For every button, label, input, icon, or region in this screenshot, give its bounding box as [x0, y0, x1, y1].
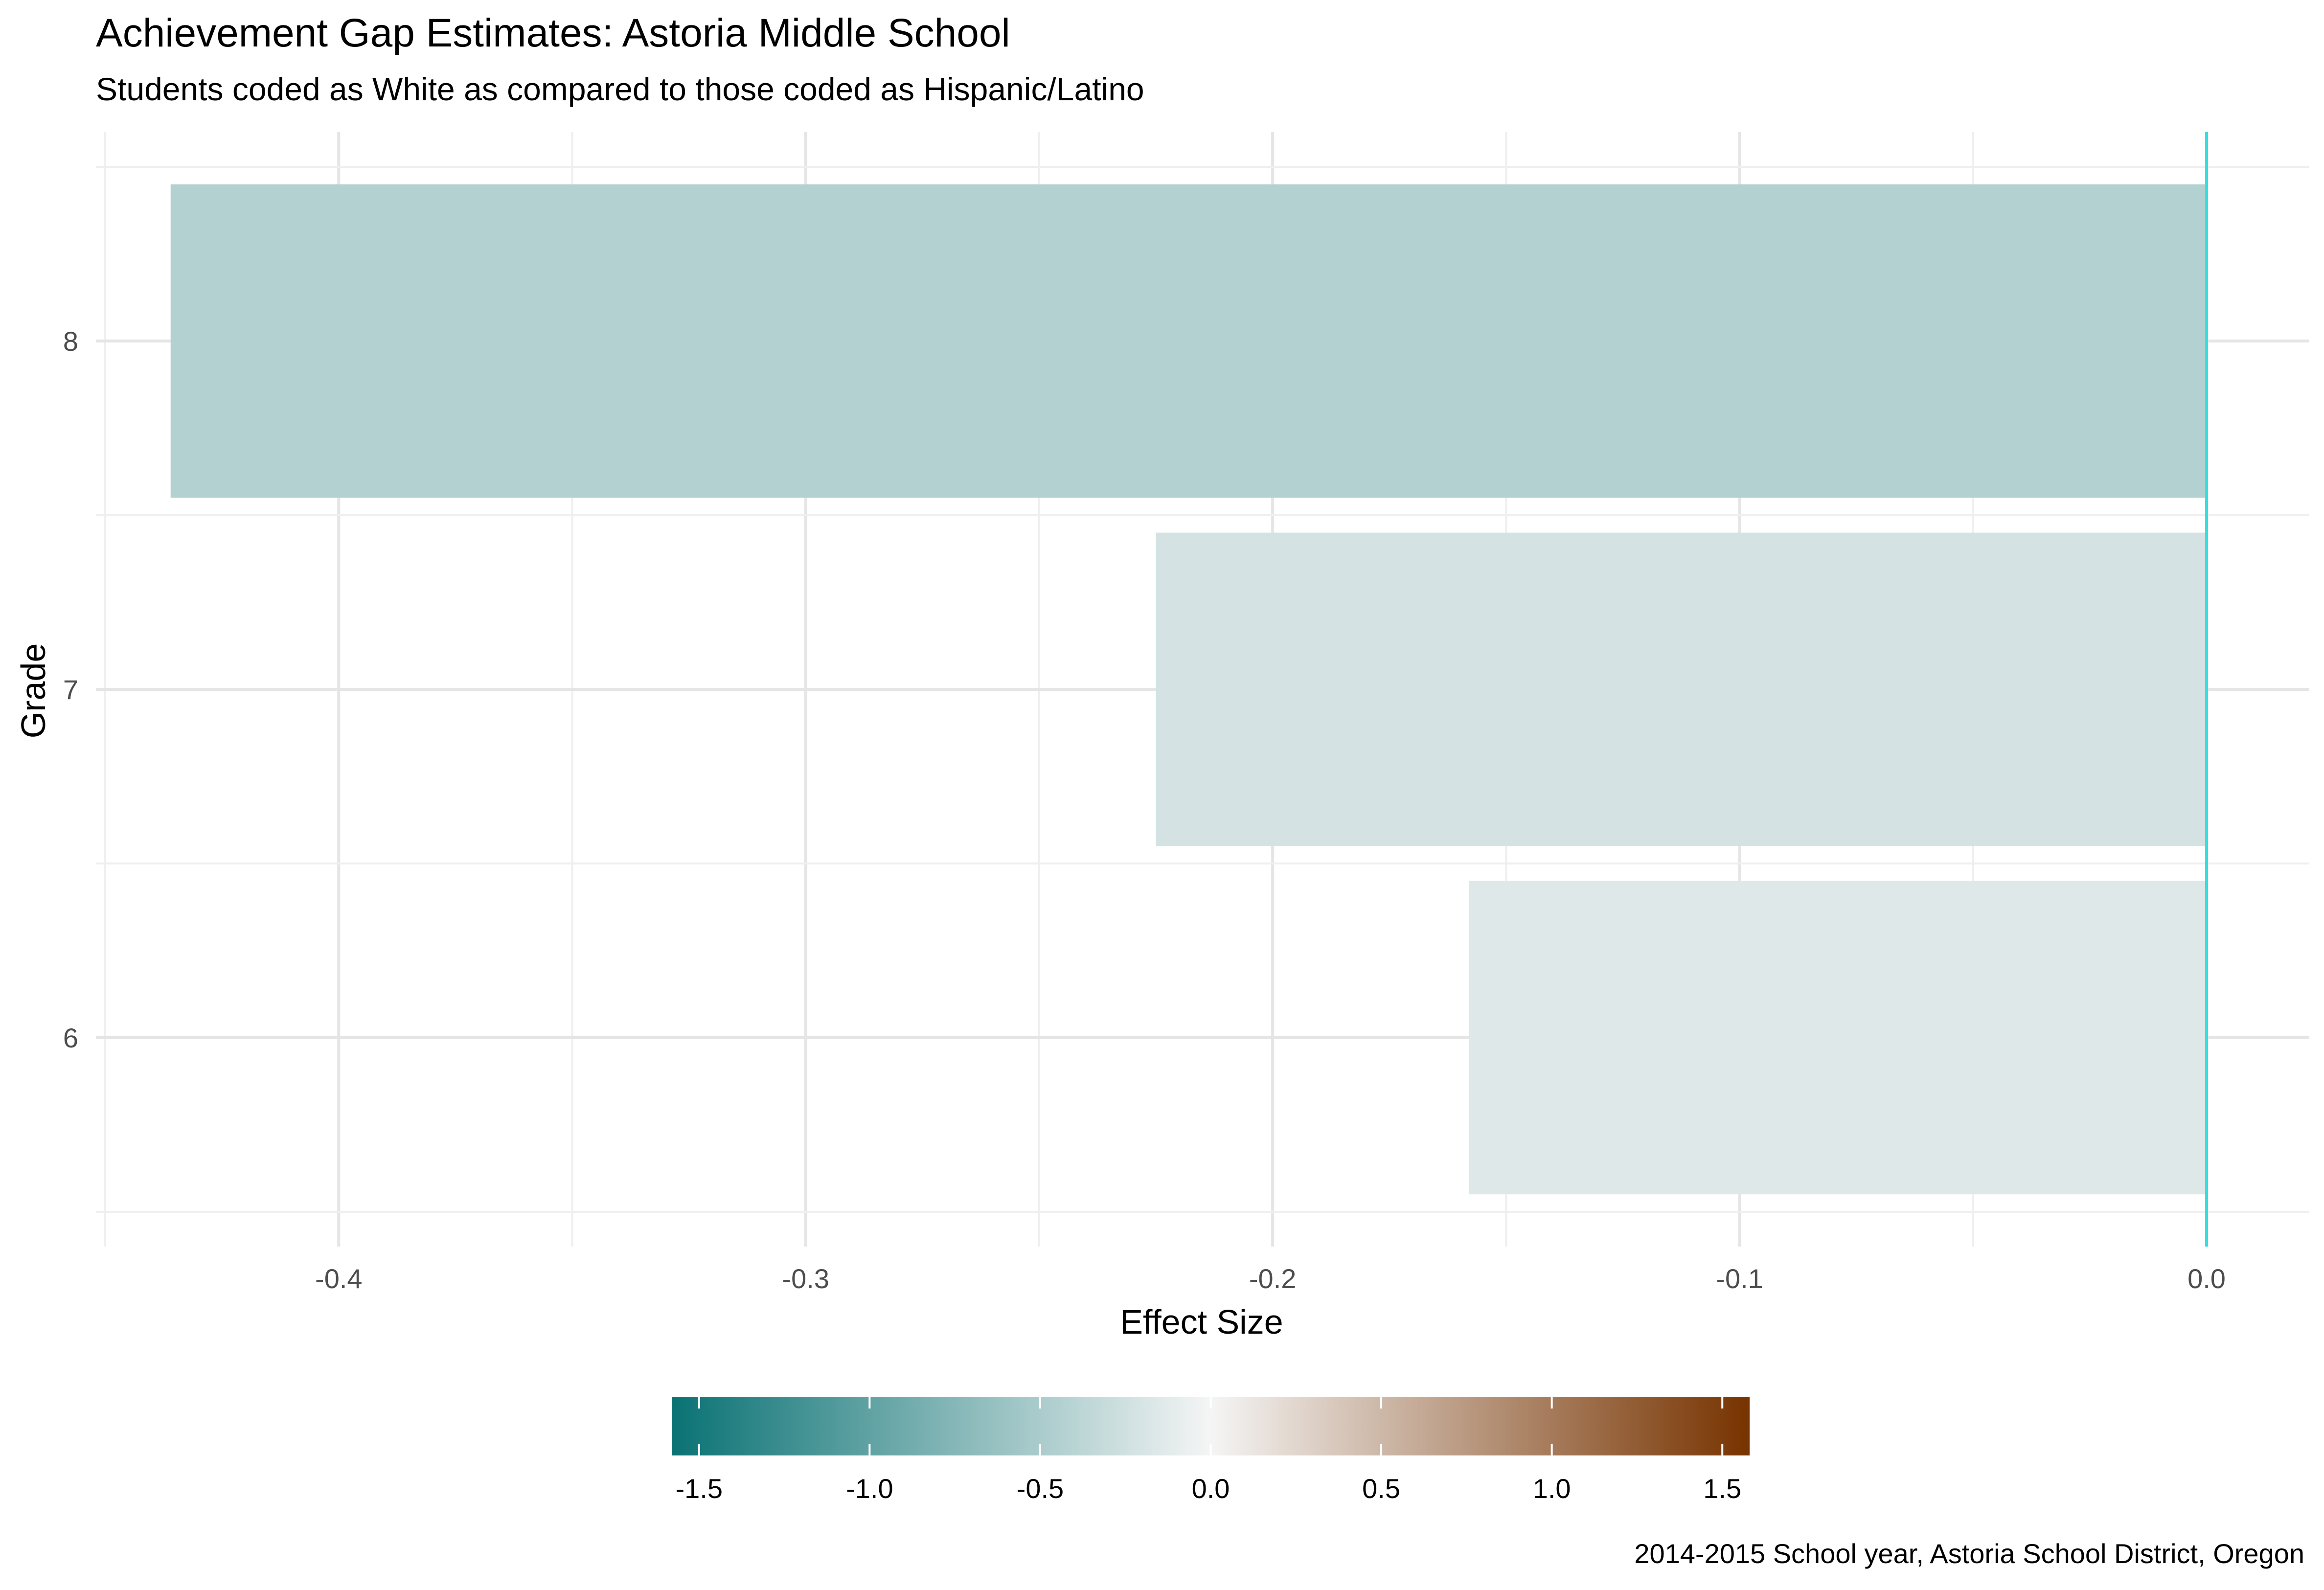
- x-axis-ticks: -0.4 -0.3 -0.2 -0.1 0.0: [315, 1263, 2226, 1294]
- legend-tick-label: 1.5: [1703, 1473, 1741, 1504]
- legend-tick-label: -1.5: [676, 1473, 723, 1504]
- chart-caption: 2014-2015 School year, Astoria School Di…: [1634, 1538, 2304, 1569]
- bar-grade-6: [1469, 881, 2207, 1195]
- legend-tick-label: -0.5: [1017, 1473, 1064, 1504]
- legend-tick-label: 0.0: [1192, 1473, 1230, 1504]
- y-axis-title: Grade: [14, 643, 52, 739]
- x-tick-label: -0.1: [1716, 1263, 1763, 1294]
- y-tick-label: 7: [63, 674, 78, 705]
- x-tick-label: -0.3: [782, 1263, 829, 1294]
- chart-subtitle: Students coded as White as compared to t…: [96, 71, 1144, 107]
- bars: [170, 184, 2207, 1195]
- bar-grade-7: [1156, 532, 2207, 846]
- bar-grade-8: [170, 184, 2207, 498]
- x-tick-label: -0.4: [315, 1263, 363, 1294]
- y-tick-label: 6: [63, 1022, 78, 1053]
- x-axis-title: Effect Size: [1120, 1303, 1283, 1341]
- y-tick-label: 8: [63, 326, 78, 357]
- x-tick-label: 0.0: [2187, 1263, 2226, 1294]
- y-axis-ticks: 6 7 8: [63, 326, 78, 1053]
- chart-title: Achievement Gap Estimates: Astoria Middl…: [96, 11, 1010, 55]
- legend-tick-label: -1.0: [846, 1473, 893, 1504]
- legend-tick-label: 1.0: [1533, 1473, 1571, 1504]
- legend-tick-label: 0.5: [1362, 1473, 1400, 1504]
- legend-ticks: -1.5 -1.0 -0.5 0.0 0.5 1.0 1.5: [676, 1397, 1741, 1504]
- x-tick-label: -0.2: [1249, 1263, 1297, 1294]
